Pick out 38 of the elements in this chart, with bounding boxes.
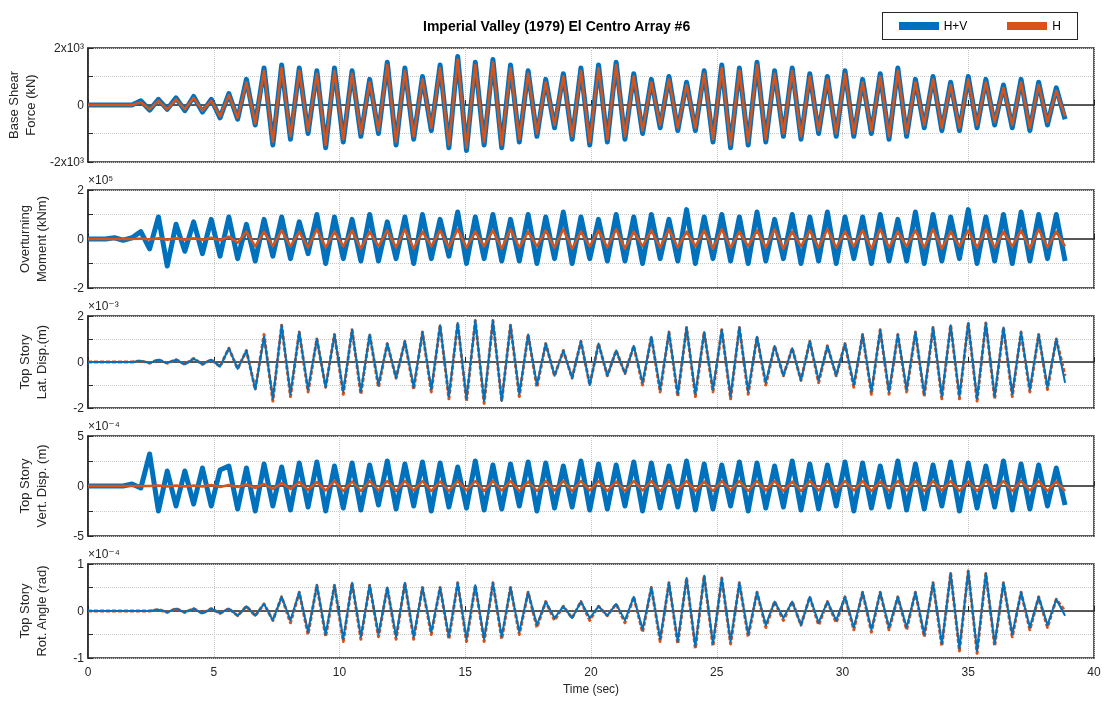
legend-label: H — [1052, 19, 1061, 33]
line-series — [86, 479, 1067, 493]
y-axis-title: Overturning Moment (kNm) — [17, 196, 49, 282]
y-tick-label: 0 — [77, 479, 85, 493]
y-axis-title: Top Story Lat. Disp.(m) — [17, 324, 49, 400]
chart-title: Imperial Valley (1979) El Centro Array #6 — [423, 18, 691, 34]
text: ×10⁻⁴ — [88, 419, 120, 433]
legend-label: H+V — [943, 19, 968, 33]
y-tick-label: 0 — [77, 98, 85, 112]
x-tick-label: 10 — [332, 665, 347, 679]
x-tick-label: 25 — [710, 665, 724, 679]
text: ×10⁻⁴ — [88, 547, 120, 561]
y-tick-label: 0 — [77, 232, 85, 246]
y-axis-title: Base Shear Force (kN) — [6, 70, 39, 139]
x-tick-label: 40 — [1087, 665, 1101, 679]
x-axis-title: Time (sec) — [562, 681, 620, 696]
y-tick-label: 0 — [77, 604, 85, 618]
y-tick-label: 2x10³ — [53, 41, 84, 55]
x-tick-label: 35 — [961, 665, 976, 679]
y-tick-label: 1 — [77, 557, 85, 571]
y-tick-label: -5 — [73, 529, 85, 543]
x-tick-label: 20 — [584, 665, 598, 679]
line-series — [86, 227, 1067, 251]
y-tick-label: 2 — [77, 183, 85, 197]
text: ×10⁻³ — [88, 299, 119, 313]
y-tick-label: 0 — [77, 355, 85, 369]
y-tick-label: 5 — [77, 429, 85, 443]
y-tick-label: -2x10³ — [49, 155, 84, 169]
text: ×10⁵ — [88, 173, 114, 187]
y-tick-label: 2 — [77, 309, 85, 323]
y-tick-label: -1 — [73, 651, 85, 665]
y-axis-title: Top Story Rot. Angle (rad) — [17, 565, 49, 657]
x-tick-label: 5 — [210, 665, 218, 679]
x-tick-label: 15 — [458, 665, 473, 679]
x-tick-label: 30 — [835, 665, 850, 679]
y-tick-label: -2 — [73, 281, 85, 295]
y-tick-label: -2 — [73, 401, 85, 415]
y-axis-title: Top Story Vert. Disp. (m) — [17, 444, 49, 528]
